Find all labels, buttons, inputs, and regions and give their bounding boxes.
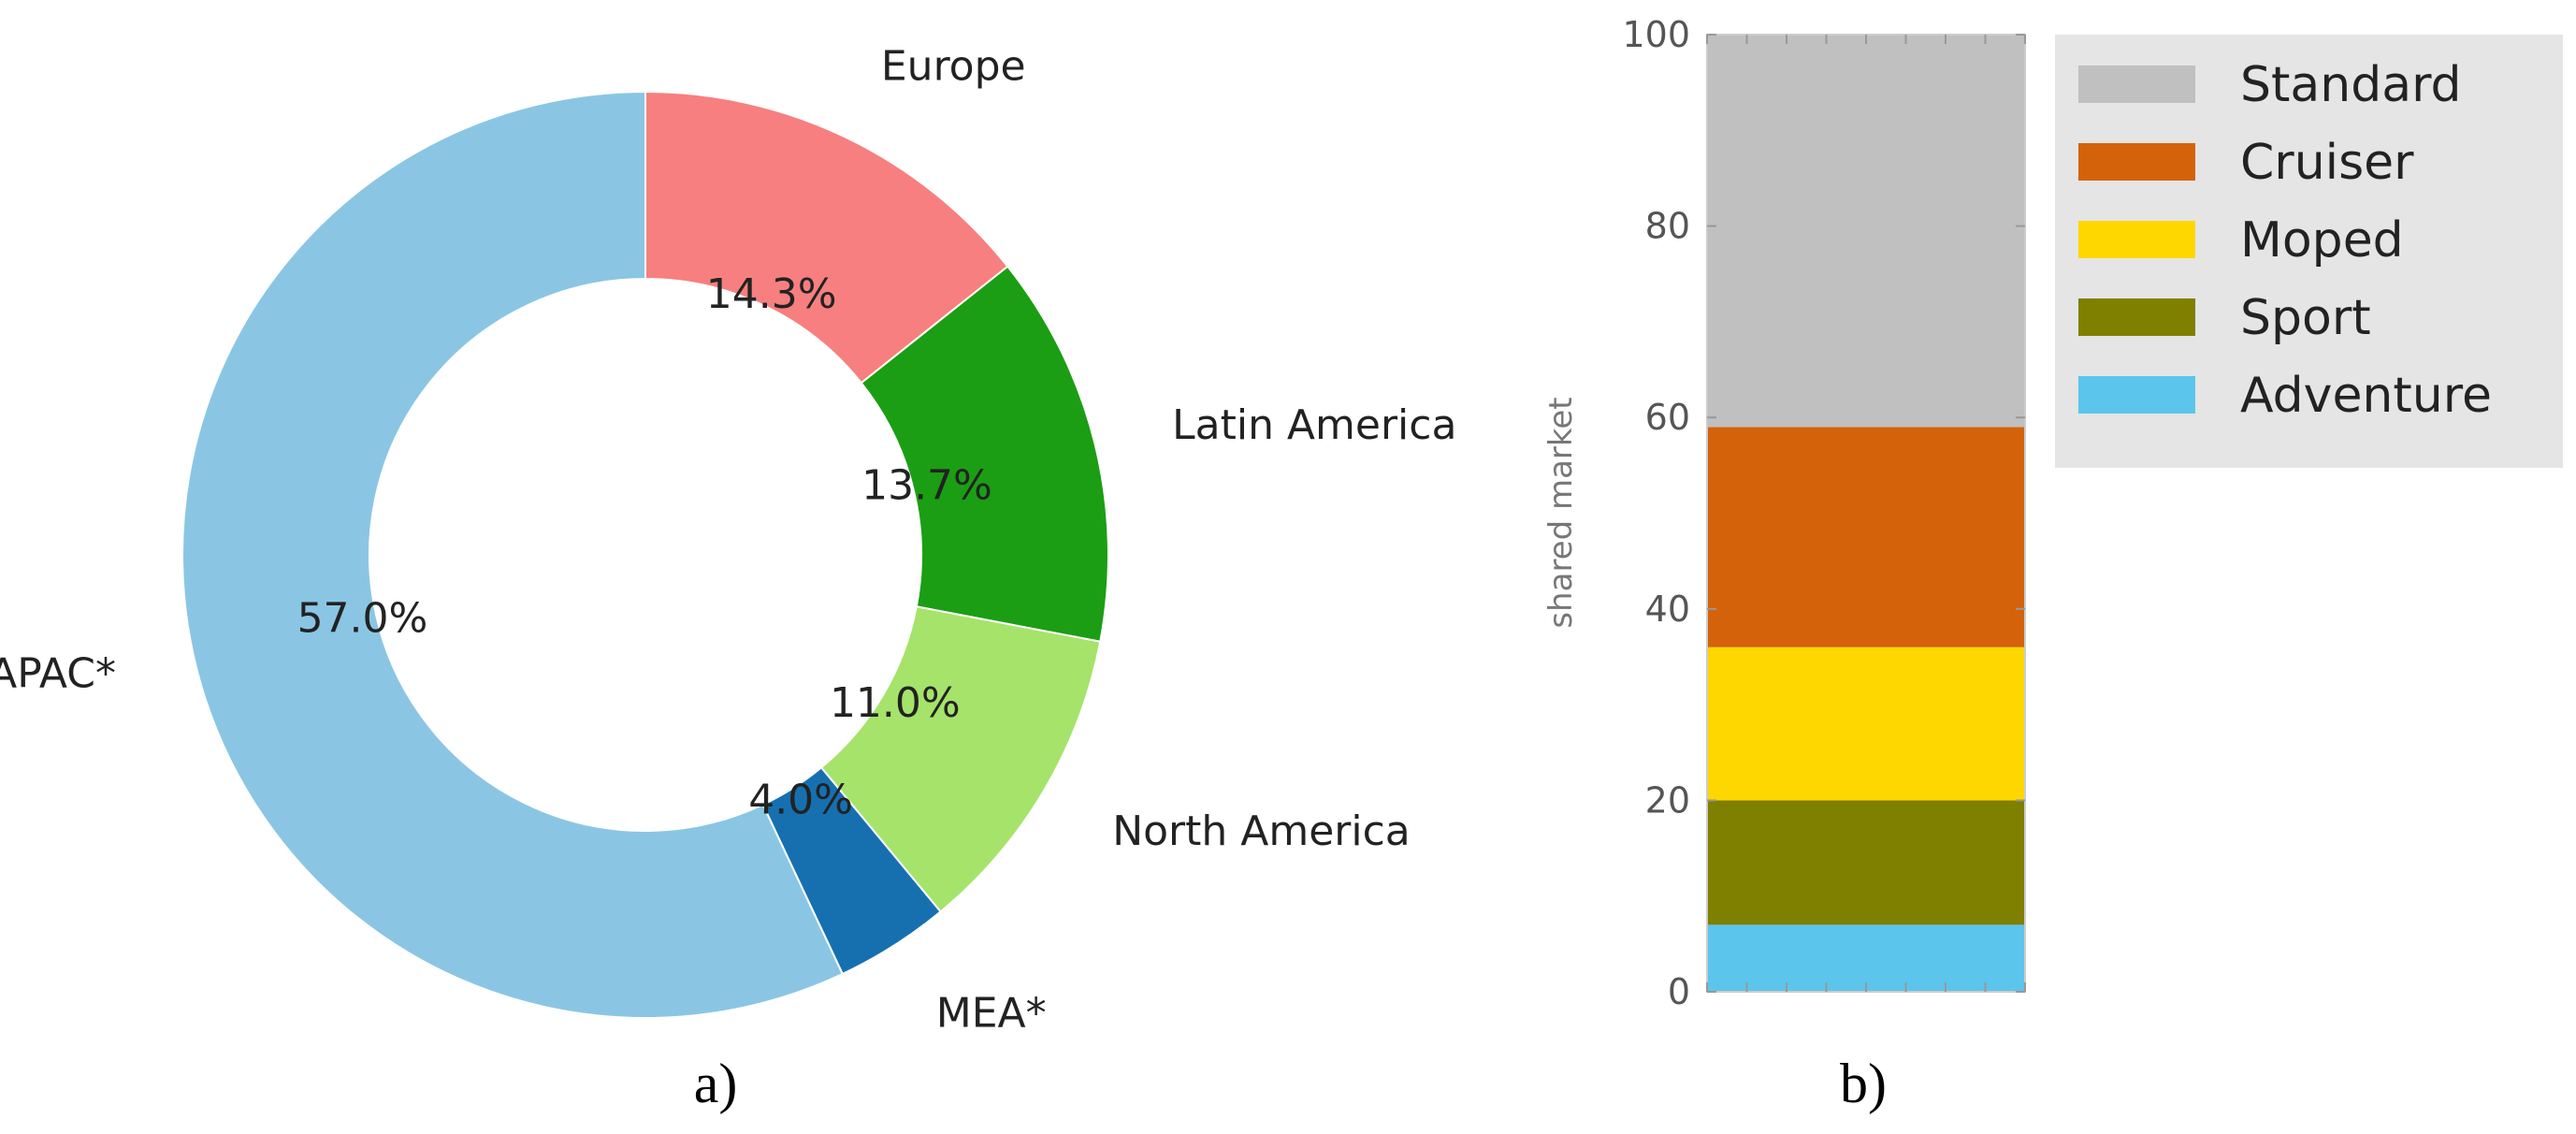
- bar-segment-sport: [1707, 800, 2025, 925]
- legend-label-standard: Standard: [2240, 57, 2462, 113]
- percent-label-mea: 4.0%: [748, 777, 853, 824]
- category-label-north-america: North America: [1112, 807, 1411, 855]
- percent-label-europe: 14.3%: [706, 270, 837, 318]
- legend-label-adventure: Adventure: [2240, 368, 2492, 424]
- legend-swatch-cruiser: [2078, 143, 2195, 181]
- donut-chart: 14.3% 13.7% 11.0% 4.0% 57.0% Europe Latin Ame…: [0, 43, 1456, 1038]
- legend-swatch-standard: [2078, 65, 2195, 103]
- legend-label-cruiser: Cruiser: [2240, 135, 2414, 191]
- legend-swatch-moped: [2078, 221, 2195, 258]
- slice-europe: [644, 90, 1009, 385]
- percent-label-apac: 57.0%: [297, 595, 428, 643]
- y-tick-label: 0: [1668, 971, 1690, 1012]
- category-label-apac: APAC*: [0, 650, 116, 698]
- y-tick-label: 100: [1622, 14, 1690, 55]
- y-tick-label: 20: [1645, 779, 1690, 821]
- legend-swatch-sport: [2078, 298, 2195, 336]
- bar-segment-cruiser: [1707, 427, 2025, 647]
- donut-category-labels: Europe Latin America North America MEA* APAC…: [0, 43, 1456, 1038]
- y-tick-label: 80: [1645, 206, 1690, 247]
- panel-a-caption: a): [694, 1053, 738, 1114]
- legend-label-sport: Sport: [2240, 290, 2371, 346]
- category-label-latin-america: Latin America: [1172, 401, 1456, 449]
- legend: Standard Cruiser Moped Sport Adventure: [2055, 35, 2563, 468]
- bar-segment-standard: [1707, 35, 2025, 428]
- percent-label-latin-america: 13.7%: [861, 462, 992, 510]
- panel-b-caption: b): [1840, 1053, 1887, 1114]
- category-label-mea: MEA*: [936, 990, 1047, 1038]
- stacked-bar-chart: 0 20 40 60 80 100 shared market Standard Cruis…: [1542, 14, 2563, 1012]
- slice-latin-america: [860, 265, 1109, 643]
- bar-segment-moped: [1707, 647, 2025, 801]
- donut-slices: [181, 90, 1109, 1019]
- y-axis-ticks: 0 20 40 60 80 100: [1622, 14, 2025, 1012]
- bar-segment-adventure: [1707, 924, 2025, 992]
- y-axis-label: shared market: [1542, 397, 1580, 628]
- category-label-europe: Europe: [881, 43, 1026, 91]
- percent-label-north-america: 11.0%: [830, 679, 961, 727]
- legend-items: Standard Cruiser Moped Sport Adventure: [2078, 57, 2492, 424]
- donut-percent-labels: 14.3% 13.7% 11.0% 4.0% 57.0%: [297, 270, 992, 824]
- y-tick-label: 40: [1645, 589, 1690, 630]
- legend-label-moped: Moped: [2240, 212, 2404, 269]
- slice-apac: [181, 90, 845, 1019]
- y-tick-label: 60: [1645, 397, 1690, 438]
- legend-swatch-adventure: [2078, 376, 2195, 414]
- bar-segments: [1707, 35, 2025, 992]
- x-axis-ticks: [1706, 35, 2026, 992]
